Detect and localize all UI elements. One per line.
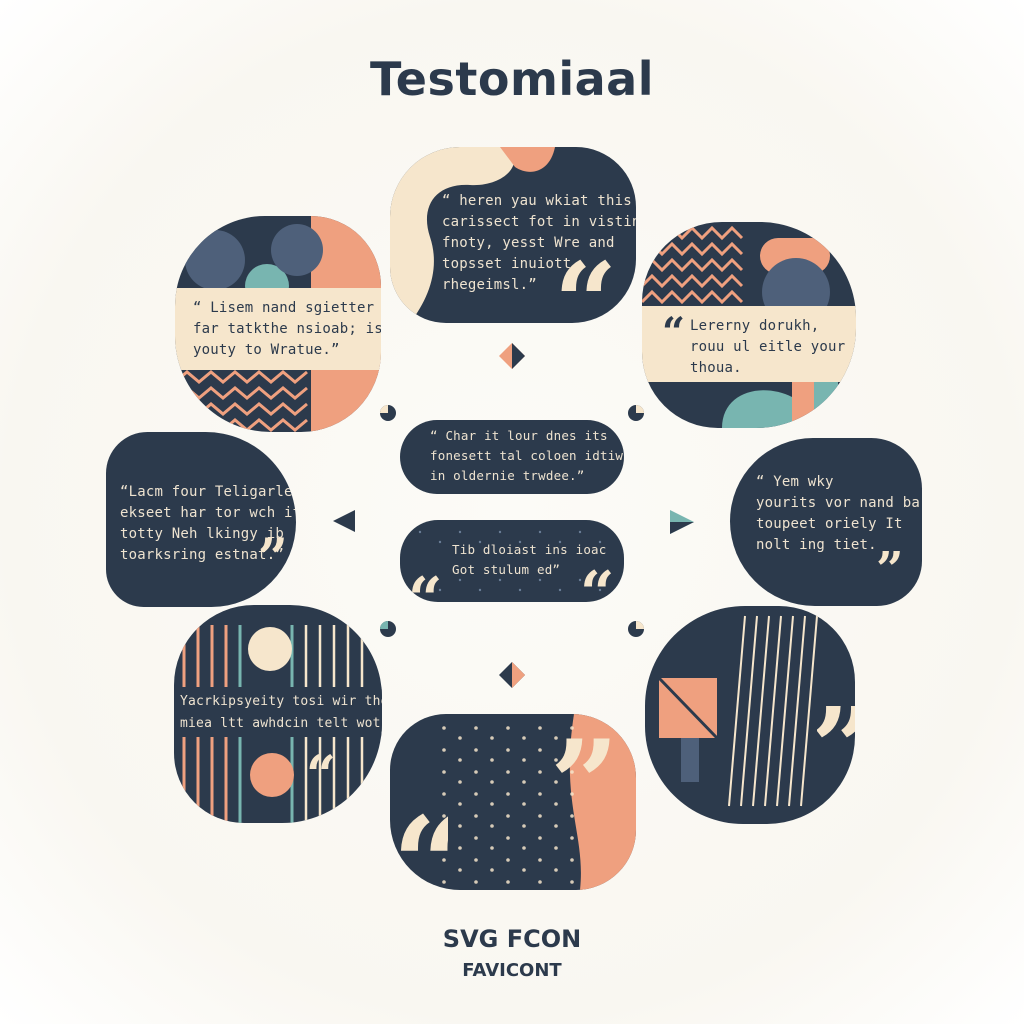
left-quote-icon: “ bbox=[306, 747, 336, 777]
right-quote-icon: ” bbox=[817, 686, 855, 758]
quote-band bbox=[175, 288, 381, 370]
dot-icon bbox=[628, 621, 644, 637]
svg-text:“: “ bbox=[554, 251, 617, 317]
quote-text: Lererny dorukh, rouu ul eitle your or th… bbox=[690, 318, 856, 376]
dot-pattern bbox=[418, 530, 602, 592]
testimonial-card-lower-right[interactable]: ” bbox=[645, 606, 855, 824]
testimonial-card-bottom[interactable]: “ ” bbox=[390, 714, 636, 890]
svg-text:“: “ bbox=[392, 788, 448, 862]
card-pattern bbox=[390, 147, 555, 323]
left-quote-icon: “ bbox=[396, 265, 436, 309]
testimonial-card-middle-left[interactable]: “Lacm four Teligarler ekseet har tor wch… bbox=[106, 432, 296, 607]
quote-band bbox=[174, 687, 382, 737]
quote-text: Yacrkipsyeity tosi wir the miea ltt awhd… bbox=[180, 694, 382, 731]
page-title: Testomiaal bbox=[370, 52, 654, 106]
quote-band bbox=[642, 306, 856, 382]
testimonial-pill-center-bottom[interactable]: Tib dloiast ins ioac Got stulum ed” “ “ bbox=[400, 520, 624, 602]
testimonial-card-top[interactable]: “ heren yau wkiat this carissect fot in … bbox=[390, 147, 636, 323]
testimonial-card-lower-left[interactable]: Yacrkipsyeity tosi wir the miea ltt awhd… bbox=[174, 605, 382, 823]
quote-text: “Lacm four Teligarler ekseet har tor wch… bbox=[120, 484, 296, 563]
quote-text: “ Yem wky yourits vor nand ba toupeet or… bbox=[756, 474, 920, 553]
testimonial-pill-center-top[interactable]: “ Char it lour dnes its fonesett tal col… bbox=[400, 420, 624, 494]
svg-text:“: “ bbox=[306, 747, 336, 777]
diamond-icon bbox=[499, 662, 525, 688]
triangle-right-icon bbox=[670, 510, 694, 534]
quote-text: “ heren yau wkiat this carissect fot in … bbox=[442, 193, 636, 293]
dot-pattern bbox=[442, 726, 574, 884]
svg-text:“: “ bbox=[662, 314, 685, 338]
footer-logo-text: SVG FCON bbox=[442, 925, 582, 953]
svg-text:”: ” bbox=[876, 542, 904, 570]
dot-icon bbox=[628, 405, 644, 421]
testimonial-card-upper-left[interactable]: “ Lisem nand sgietter far tatkthe nsioab… bbox=[175, 216, 381, 432]
quote-text: “ Lisem nand sgietter far tatkthe nsioab… bbox=[193, 300, 381, 358]
svg-text:“: “ bbox=[396, 265, 436, 309]
svg-text:”: ” bbox=[258, 530, 288, 560]
right-quote-icon: “ bbox=[554, 251, 617, 317]
svg-text:”: ” bbox=[550, 716, 610, 786]
right-quote-icon: ” bbox=[550, 716, 610, 786]
quote-text: “ Char it lour dnes its fonesett tal col… bbox=[430, 428, 624, 483]
svg-text:“: “ bbox=[408, 566, 442, 600]
testimonial-card-middle-right[interactable]: “ Yem wky yourits vor nand ba toupeet or… bbox=[730, 438, 922, 606]
right-quote-icon: “ bbox=[580, 560, 614, 594]
card-pattern bbox=[442, 714, 636, 890]
footer-subtitle: FAVICONT bbox=[462, 960, 562, 981]
svg-text:”: ” bbox=[817, 686, 855, 758]
dot-icon bbox=[380, 405, 396, 421]
testimonial-card-upper-right[interactable]: “ Lererny dorukh, rouu ul eitle your or … bbox=[642, 222, 856, 428]
triangle-left-icon bbox=[333, 510, 355, 532]
diamond-icon bbox=[499, 343, 525, 369]
left-quote-icon: “ bbox=[662, 314, 685, 338]
left-quote-icon: “ bbox=[392, 788, 448, 862]
right-quote-icon: ” bbox=[876, 542, 904, 570]
card-pattern bbox=[657, 615, 818, 807]
svg-text:“: “ bbox=[580, 560, 614, 594]
right-quote-icon: ” bbox=[258, 530, 288, 560]
left-quote-icon: “ bbox=[408, 566, 442, 600]
dot-icon bbox=[380, 621, 396, 637]
quote-text: Tib dloiast ins ioac Got stulum ed” bbox=[452, 542, 607, 577]
